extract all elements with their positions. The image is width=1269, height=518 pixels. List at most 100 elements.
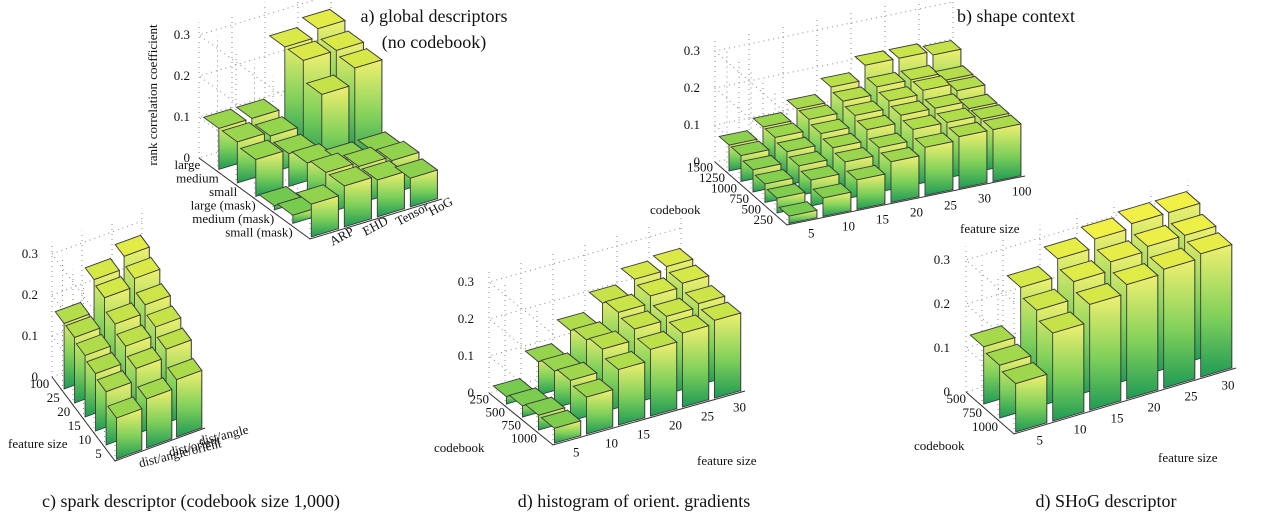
row-tick-label: 500 [742, 201, 762, 216]
panel-title: a) global descriptors [361, 6, 508, 27]
col-tick-label: 100 [1012, 184, 1032, 199]
panel-title: d) SHoG descriptor [1036, 491, 1177, 512]
bar [1001, 361, 1048, 433]
row-tick-label: 1000 [511, 431, 537, 446]
row-tick-label: small [209, 184, 238, 199]
col-tick-label: 15 [876, 212, 889, 227]
row-tick-label: medium [176, 170, 219, 185]
z-tick-label: 0.2 [22, 287, 38, 302]
bars [718, 39, 1022, 224]
bar [572, 378, 614, 435]
col-tick-label: 15 [637, 427, 650, 442]
col-tick-label: dist/angle [197, 422, 250, 449]
bar [167, 357, 203, 438]
bar [239, 139, 284, 197]
row-tick-label: 750 [502, 418, 522, 433]
bars [969, 190, 1233, 433]
bar [982, 114, 1022, 182]
bar [1186, 231, 1233, 378]
row-tick-label: medium (mask) [192, 211, 274, 226]
z-tick-label: 0.1 [458, 348, 474, 363]
z-tick-label: 0.2 [458, 311, 474, 326]
col-tick-label: 5 [573, 445, 580, 460]
col-tick-label: 30 [978, 191, 991, 206]
row-tick-label: 1500 [687, 159, 713, 174]
bar [1149, 247, 1196, 389]
bar [604, 350, 646, 426]
row-tick-label: large [175, 157, 201, 172]
z-tick-label: 0.2 [684, 80, 700, 95]
z-tick-label: 0.1 [934, 340, 950, 355]
bar [846, 164, 886, 210]
z-tick-label: 0 [32, 369, 39, 384]
bar [328, 165, 373, 228]
bars [54, 233, 203, 460]
row-tick-label: 1250 [699, 170, 725, 185]
col-tick-label: 25 [701, 409, 714, 424]
bar [394, 158, 439, 208]
bar [668, 314, 710, 408]
col-tick-label: 5 [808, 226, 815, 241]
bar [295, 183, 340, 238]
z-tick-label: 0 [468, 385, 475, 400]
bar [1038, 311, 1085, 422]
col-tick-label: 10 [605, 436, 618, 451]
z-tick-label: 0.1 [174, 109, 190, 124]
base-axes [51, 376, 206, 462]
z-tick-label: 0.3 [458, 274, 474, 289]
panel-title: d) histogram of orient. gradients [518, 491, 750, 512]
col-tick-label: 30 [1222, 378, 1235, 393]
bars [202, 8, 439, 238]
bar [1075, 282, 1122, 411]
col-tick-label: 20 [669, 418, 682, 433]
col-axis-label: feature size [697, 453, 757, 468]
z-tick-label: 0.3 [22, 246, 38, 261]
base-axes [965, 367, 1237, 435]
z-tick-label: 0.3 [684, 43, 700, 58]
col-tick-label: 20 [910, 205, 923, 220]
row-tick-label: 100 [30, 376, 50, 391]
row-tick-label: 500 [947, 391, 967, 406]
row-tick-label: 5 [95, 446, 102, 461]
row-tick-label: 25 [47, 390, 60, 405]
col-tick-label: 25 [1185, 389, 1198, 404]
row-tick-label: small (mask) [225, 224, 293, 239]
row-axis-label: codebook [650, 202, 701, 217]
col-tick-label: 25 [944, 198, 957, 213]
col-tick-label: 15 [1111, 411, 1124, 426]
row-axis-label: codebook [914, 438, 965, 453]
row-tick-label: 15 [68, 418, 81, 433]
z-tick-label: 0.3 [174, 27, 190, 42]
base-axes [714, 161, 1026, 226]
bar [636, 330, 678, 417]
row-tick-label: 20 [57, 404, 70, 419]
z-axis-label: rank correlation coefficient [145, 24, 160, 166]
bar [914, 131, 954, 196]
base-axes [198, 157, 443, 240]
z-tick-label: 0.1 [684, 117, 700, 132]
col-tick-label: 10 [1074, 422, 1087, 437]
row-tick-label: large (mask) [191, 197, 256, 212]
row-axis-label: feature size [8, 436, 68, 451]
bar [812, 182, 852, 217]
row-tick-label: 1000 [711, 180, 737, 195]
row-tick-label: 750 [963, 405, 983, 420]
panel-title: c) spark descriptor (codebook size 1,000… [42, 491, 340, 512]
bar [137, 376, 173, 449]
bar [1112, 262, 1159, 400]
z-tick-label: 0.2 [934, 296, 950, 311]
bar [700, 301, 742, 399]
z-tick-label: 0 [944, 384, 951, 399]
z-tick-label: 0.1 [22, 328, 38, 343]
bar [540, 409, 582, 444]
z-tick-label: 0 [694, 154, 701, 169]
z-tick-label: 0.2 [174, 68, 190, 83]
row-tick-label: 1000 [972, 419, 998, 434]
panel-title: b) shape context [957, 6, 1075, 27]
bar [880, 146, 920, 203]
